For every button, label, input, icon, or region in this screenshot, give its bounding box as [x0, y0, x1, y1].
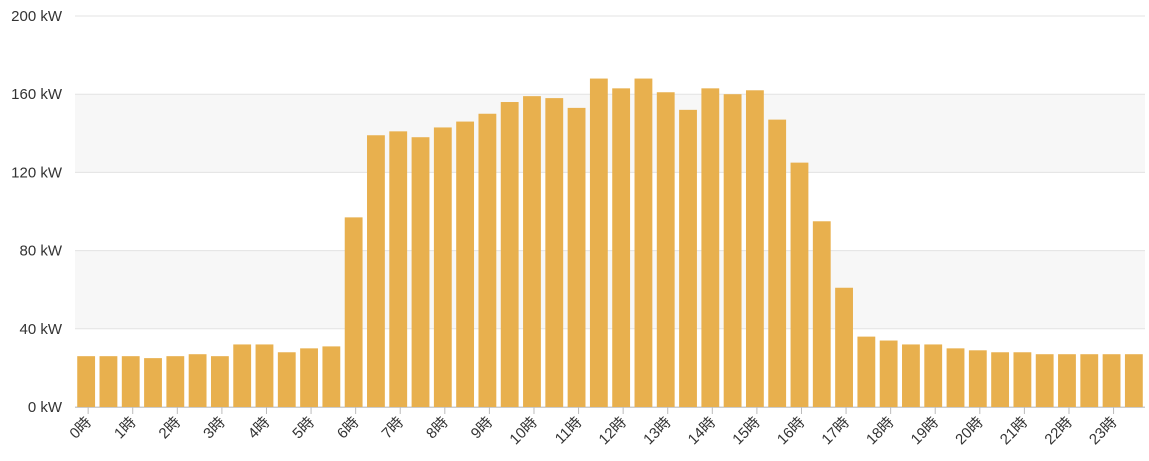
x-tick-label: 17時 — [818, 414, 852, 448]
x-tick-label: 0時 — [66, 414, 95, 443]
x-tick-label: 11時 — [552, 414, 586, 448]
bar — [188, 354, 207, 407]
bar — [1035, 354, 1054, 407]
bar — [745, 90, 764, 407]
bar — [322, 346, 341, 407]
x-tick-label: 14時 — [685, 414, 719, 448]
bar — [902, 344, 920, 407]
x-tick-label: 6時 — [334, 414, 363, 443]
x-tick-label: 13時 — [640, 414, 674, 448]
bar — [634, 78, 653, 407]
bar — [1058, 354, 1076, 407]
x-tick-label: 2時 — [156, 414, 185, 443]
bar — [835, 287, 853, 407]
x-tick-label: 10時 — [506, 414, 540, 448]
bar — [790, 162, 809, 408]
plot-band — [75, 94, 1145, 173]
bar — [656, 92, 675, 407]
bar — [857, 336, 876, 407]
bars — [77, 78, 1143, 408]
bar — [1013, 352, 1032, 407]
x-tick-label: 8時 — [423, 414, 452, 443]
x-tick-label: 18時 — [863, 414, 897, 448]
x-tick-label: 4時 — [245, 414, 274, 443]
bar — [968, 350, 987, 407]
bar — [344, 217, 363, 407]
bar — [300, 348, 318, 407]
y-tick-label: 200 kW — [11, 8, 63, 25]
bar — [121, 356, 140, 407]
bar — [679, 109, 697, 407]
bar — [723, 94, 742, 407]
bar — [924, 344, 943, 407]
x-tick-label: 15時 — [729, 414, 763, 448]
x-tick-label: 21時 — [997, 414, 1031, 448]
x-axis — [75, 407, 1145, 414]
x-tick-label: 19時 — [908, 414, 942, 448]
bar — [500, 102, 519, 408]
x-tick-label: 1時 — [111, 414, 140, 443]
bar — [233, 344, 252, 407]
bar — [210, 356, 229, 407]
x-tick-label: 9時 — [468, 414, 497, 443]
bar — [523, 96, 541, 408]
bar — [545, 98, 564, 408]
bar — [768, 119, 787, 408]
bar — [478, 113, 497, 407]
y-axis-labels: 0 kW 40 kW 80 kW 120 kW 160 kW 200 kW — [11, 8, 63, 416]
x-tick-label: 3時 — [200, 414, 229, 443]
bar — [144, 358, 162, 408]
plot-bands — [75, 94, 1145, 329]
bar — [1102, 354, 1121, 407]
bar — [255, 344, 274, 407]
bar — [433, 127, 452, 407]
x-tick-label: 16時 — [774, 414, 808, 448]
y-tick-label: 0 kW — [28, 399, 63, 416]
bar — [77, 356, 96, 407]
bar — [946, 348, 965, 407]
x-axis-labels: 0時 1時 2時 3時 4時 5時 6時 7時 8時 9時 10時 11時 12時 13時 14時 15時 16… — [66, 414, 1120, 448]
bar — [411, 137, 430, 407]
x-tick-label: 5時 — [289, 414, 318, 443]
bar — [991, 352, 1010, 407]
bar — [367, 135, 385, 407]
bar — [99, 356, 118, 407]
x-tick-label: 22時 — [1041, 414, 1075, 448]
x-tick-label: 20時 — [952, 414, 986, 448]
bar — [1080, 354, 1099, 407]
bar — [589, 78, 608, 407]
x-tick-label: 7時 — [379, 414, 408, 443]
bar — [612, 88, 631, 407]
x-tick-label: 23時 — [1086, 414, 1120, 448]
y-tick-label: 80 kW — [19, 243, 62, 260]
y-tick-label: 40 kW — [19, 321, 62, 338]
bar — [389, 131, 408, 407]
bar — [166, 356, 185, 407]
y-tick-label: 160 kW — [11, 86, 63, 103]
bar — [879, 340, 898, 407]
bar — [456, 121, 475, 407]
y-tick-label: 120 kW — [11, 164, 63, 181]
bar — [277, 352, 296, 407]
x-tick-label: 12時 — [596, 414, 630, 448]
plot-band — [75, 250, 1145, 329]
bar — [812, 221, 831, 407]
bar — [1124, 354, 1143, 407]
bar — [701, 88, 720, 407]
bar — [567, 107, 586, 407]
